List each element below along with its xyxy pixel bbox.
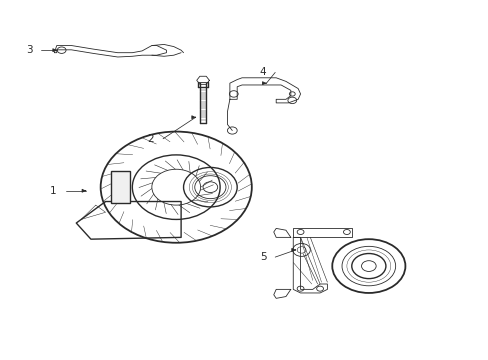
Text: 5: 5 — [259, 252, 266, 262]
Text: 4: 4 — [259, 67, 266, 77]
Text: 1: 1 — [50, 186, 57, 196]
Text: 3: 3 — [26, 45, 32, 55]
Bar — [111, 171, 130, 203]
Text: 2: 2 — [147, 134, 154, 144]
